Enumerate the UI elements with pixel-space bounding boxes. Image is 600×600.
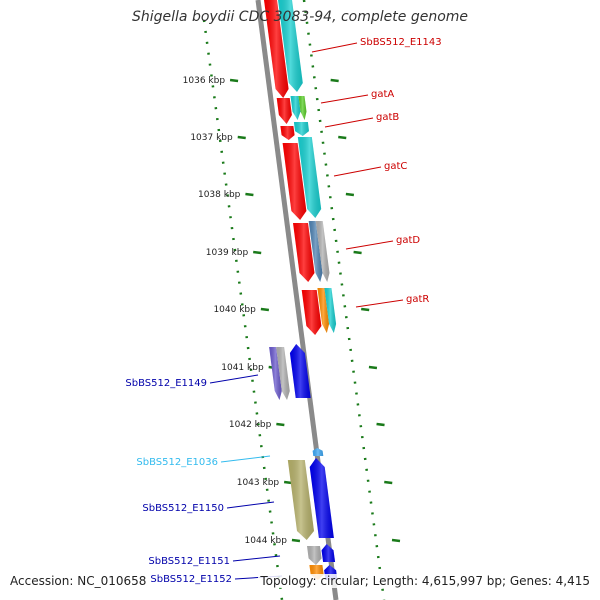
gene-shading [324, 288, 337, 333]
gene-shading [298, 96, 307, 120]
gene-shading [309, 458, 334, 538]
accession-text: Accession: NC_010658 [8, 574, 149, 588]
gene-shading [282, 143, 307, 220]
gene-label-SbBS512_E1151[interactable]: SbBS512_E1151 [148, 556, 230, 567]
leader-line [320, 94, 369, 104]
track-outline [202, 0, 386, 600]
kbp-tick-mark-right [391, 538, 401, 543]
kbp-tick-label: 1044 kbp [245, 536, 288, 546]
gene-shading [280, 126, 295, 140]
kbp-tick-mark-right [338, 135, 347, 140]
kbp-tick-mark-right [353, 250, 362, 255]
leader-line [333, 166, 382, 177]
gene-shading [307, 546, 322, 565]
gene-label-SbBS512_E1150[interactable]: SbBS512_E1150 [142, 503, 224, 514]
kbp-tick-mark [276, 422, 285, 427]
gene-shading [289, 344, 311, 398]
kbp-tick-label: 1040 kbp [213, 305, 256, 315]
leader-line [232, 555, 281, 562]
kbp-tick-mark [253, 250, 262, 255]
leader-line [345, 240, 394, 250]
gene-label-gatA[interactable]: gatA [371, 89, 394, 100]
gene-shading [317, 288, 330, 333]
leader-line [220, 455, 271, 463]
kbp-tick-mark-right [376, 422, 385, 427]
gene-shading [276, 98, 292, 124]
gene-shading [308, 221, 323, 282]
kbp-tick-label: 1036 kbp [183, 76, 226, 86]
kbp-tick-mark [237, 135, 246, 140]
gene-label-SbBS512_E1036[interactable]: SbBS512_E1036 [136, 457, 218, 468]
gene-shading [290, 96, 301, 120]
gene-label-SbBS512_E1149[interactable]: SbBS512_E1149 [125, 378, 207, 389]
genes [264, 0, 338, 580]
kbp-tick-label: 1039 kbp [206, 248, 249, 258]
gene-label-gatC[interactable]: gatC [384, 161, 407, 172]
gene-shading [297, 137, 322, 218]
genome-stats-text: Topology: circular; Length: 4,615,997 bp… [258, 574, 592, 588]
leader-line [209, 374, 259, 384]
kbp-tick-label: 1037 kbp [190, 133, 233, 143]
gene-shading [264, 0, 289, 98]
right-dotted-track [302, 0, 386, 600]
kbp-tick-mark-right [330, 78, 339, 83]
kbp-tick-mark-right [345, 192, 355, 197]
gene-shading [293, 223, 315, 282]
kbp-tick-mark [229, 78, 239, 83]
gene-shading [315, 221, 330, 282]
gene-shading [287, 460, 314, 540]
kbp-tick-label: 1038 kbp [198, 190, 241, 200]
gene-label-gatB[interactable]: gatB [376, 112, 399, 123]
gene-shading [269, 347, 282, 400]
gene-label-gatD[interactable]: gatD [396, 235, 420, 246]
gene-label-SbBS512_E1143[interactable]: SbBS512_E1143 [360, 37, 442, 48]
leader-line [311, 42, 358, 53]
leader-line [324, 117, 374, 128]
kbp-tick-label: 1042 kbp [229, 420, 272, 430]
page-title: Shigella boydii CDC 3083-94, complete ge… [131, 9, 469, 25]
gene-labels: SbBS512_E1143 gatA gatB gatC gatD gatR SbBS512… [125, 37, 441, 585]
leader-line [355, 299, 404, 308]
gene-shading [321, 544, 336, 562]
kbp-tick-mark-right [361, 307, 370, 312]
gene-label-gatR[interactable]: gatR [406, 294, 429, 305]
gene-shading [293, 122, 309, 136]
kbp-tick-mark [260, 307, 270, 312]
gene-label-SbBS512_E1152[interactable]: SbBS512_E1152 [150, 574, 232, 585]
kbp-tick-mark [245, 192, 254, 197]
gene-shading [276, 347, 290, 400]
kbp-tick-mark [291, 538, 301, 543]
kbp-tick-label: 1043 kbp [237, 478, 280, 488]
kbp-tick-mark-right [384, 480, 393, 485]
gene-shading [301, 290, 322, 335]
gene-shading [312, 448, 324, 456]
kbp-tick-label: 1041 kbp [221, 363, 264, 373]
gene-shading [278, 0, 303, 92]
leader-line [226, 501, 275, 509]
kbp-tick-mark-right [368, 365, 378, 370]
